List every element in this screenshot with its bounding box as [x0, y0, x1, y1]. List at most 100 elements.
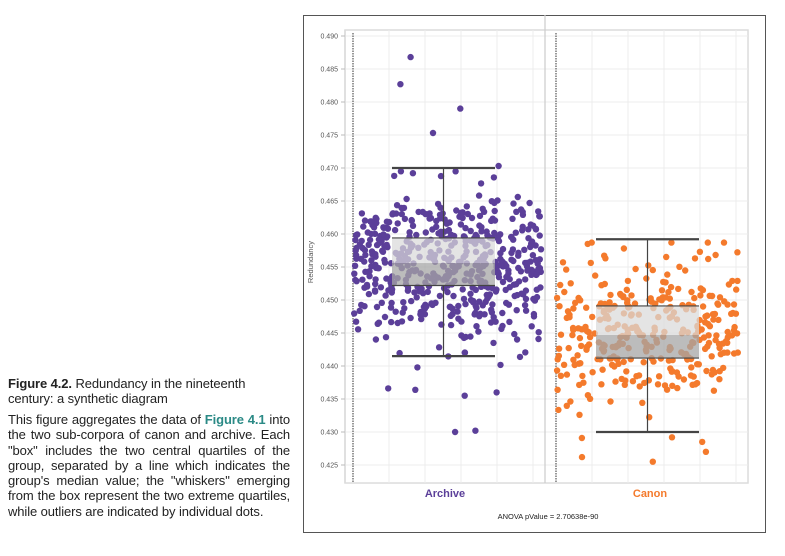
data-point	[661, 382, 669, 389]
data-point	[631, 300, 639, 307]
data-point	[358, 301, 365, 309]
data-point	[513, 208, 520, 215]
outlier-point	[696, 248, 704, 255]
data-point	[555, 406, 562, 414]
data-point	[506, 318, 513, 326]
data-point	[557, 372, 565, 379]
data-point	[492, 318, 499, 325]
data-point	[366, 273, 373, 280]
figure-link[interactable]: Figure 4.1	[204, 412, 266, 427]
data-point	[733, 286, 740, 293]
data-point	[408, 216, 415, 224]
data-point	[570, 326, 577, 334]
data-point	[375, 265, 382, 272]
data-point	[688, 288, 695, 296]
data-point	[578, 434, 586, 442]
data-point	[419, 208, 426, 216]
data-point	[660, 278, 667, 286]
data-point	[489, 301, 496, 308]
outlier-point	[397, 81, 404, 88]
data-point	[564, 308, 572, 315]
data-point	[427, 214, 435, 222]
data-point	[476, 222, 483, 229]
data-point	[699, 286, 707, 294]
data-point	[485, 293, 492, 300]
data-point	[724, 328, 731, 336]
y-axis: 0.490 0.485 0.480 0.475 0.470 0.465 0.460 0.455…	[320, 30, 346, 483]
y-tick-label: 0.435	[320, 397, 338, 404]
data-point	[733, 330, 741, 337]
data-point	[423, 303, 430, 310]
data-point	[505, 301, 513, 308]
data-point	[409, 170, 417, 177]
data-point	[708, 353, 715, 360]
outlier-point	[385, 385, 392, 392]
data-point	[409, 222, 417, 229]
data-point	[377, 284, 385, 291]
y-tick-label: 0.470	[320, 166, 338, 173]
data-point	[429, 301, 436, 309]
data-point	[572, 299, 579, 306]
data-point	[364, 229, 371, 236]
data-point	[448, 231, 455, 238]
y-tick-label: 0.465	[320, 199, 338, 206]
data-point	[435, 344, 443, 351]
data-point	[491, 229, 498, 237]
data-point	[357, 255, 365, 262]
data-point	[665, 357, 673, 364]
data-point	[354, 326, 362, 333]
data-point	[375, 319, 383, 326]
data-point	[602, 255, 609, 262]
y-tick-label: 0.445	[320, 331, 338, 338]
data-point	[636, 383, 643, 390]
data-point	[351, 262, 359, 269]
data-point	[632, 265, 639, 273]
anova-annotation: ANOVA pValue = 2.70638e-90	[498, 512, 599, 521]
data-point	[522, 295, 530, 303]
box-canon	[596, 238, 699, 434]
data-point	[715, 316, 722, 324]
data-point	[368, 257, 375, 264]
y-tick-label: 0.475	[320, 133, 338, 140]
data-point	[569, 331, 576, 339]
data-point	[533, 271, 540, 278]
data-point	[371, 288, 379, 295]
data-point	[391, 226, 399, 234]
data-point	[401, 305, 408, 312]
data-point	[512, 229, 519, 236]
data-point	[467, 290, 474, 297]
caption-body: This figure aggregates the data of Figur…	[8, 412, 290, 519]
data-point	[509, 246, 517, 253]
box-upper-quartile	[392, 237, 495, 264]
data-point	[624, 277, 632, 285]
y-tick-label: 0.455	[320, 265, 338, 272]
data-point	[724, 349, 731, 356]
data-point	[668, 239, 675, 246]
data-point	[388, 318, 395, 326]
caption-body-end: into the two sub-corpora of canon and ar…	[8, 412, 290, 519]
data-point	[362, 251, 369, 259]
data-point	[655, 373, 663, 380]
data-point	[497, 261, 504, 269]
data-point	[488, 198, 495, 205]
data-point	[618, 375, 625, 383]
outlier-point	[412, 386, 419, 393]
data-point	[353, 252, 360, 259]
data-point	[566, 314, 573, 321]
data-point	[356, 307, 363, 314]
data-point	[693, 379, 701, 387]
data-point	[716, 376, 723, 383]
data-point	[535, 208, 542, 215]
data-point	[372, 280, 379, 288]
data-point	[469, 297, 477, 305]
data-point	[691, 294, 698, 302]
caption-title: Figure 4.2. Redundancy in the nineteenth…	[8, 376, 290, 406]
data-point	[382, 334, 390, 341]
data-point	[711, 369, 718, 376]
data-point	[472, 286, 479, 294]
data-point	[372, 276, 379, 283]
data-point	[633, 373, 640, 380]
data-point	[676, 263, 683, 270]
outlier-point	[649, 458, 656, 465]
data-point	[414, 364, 421, 371]
